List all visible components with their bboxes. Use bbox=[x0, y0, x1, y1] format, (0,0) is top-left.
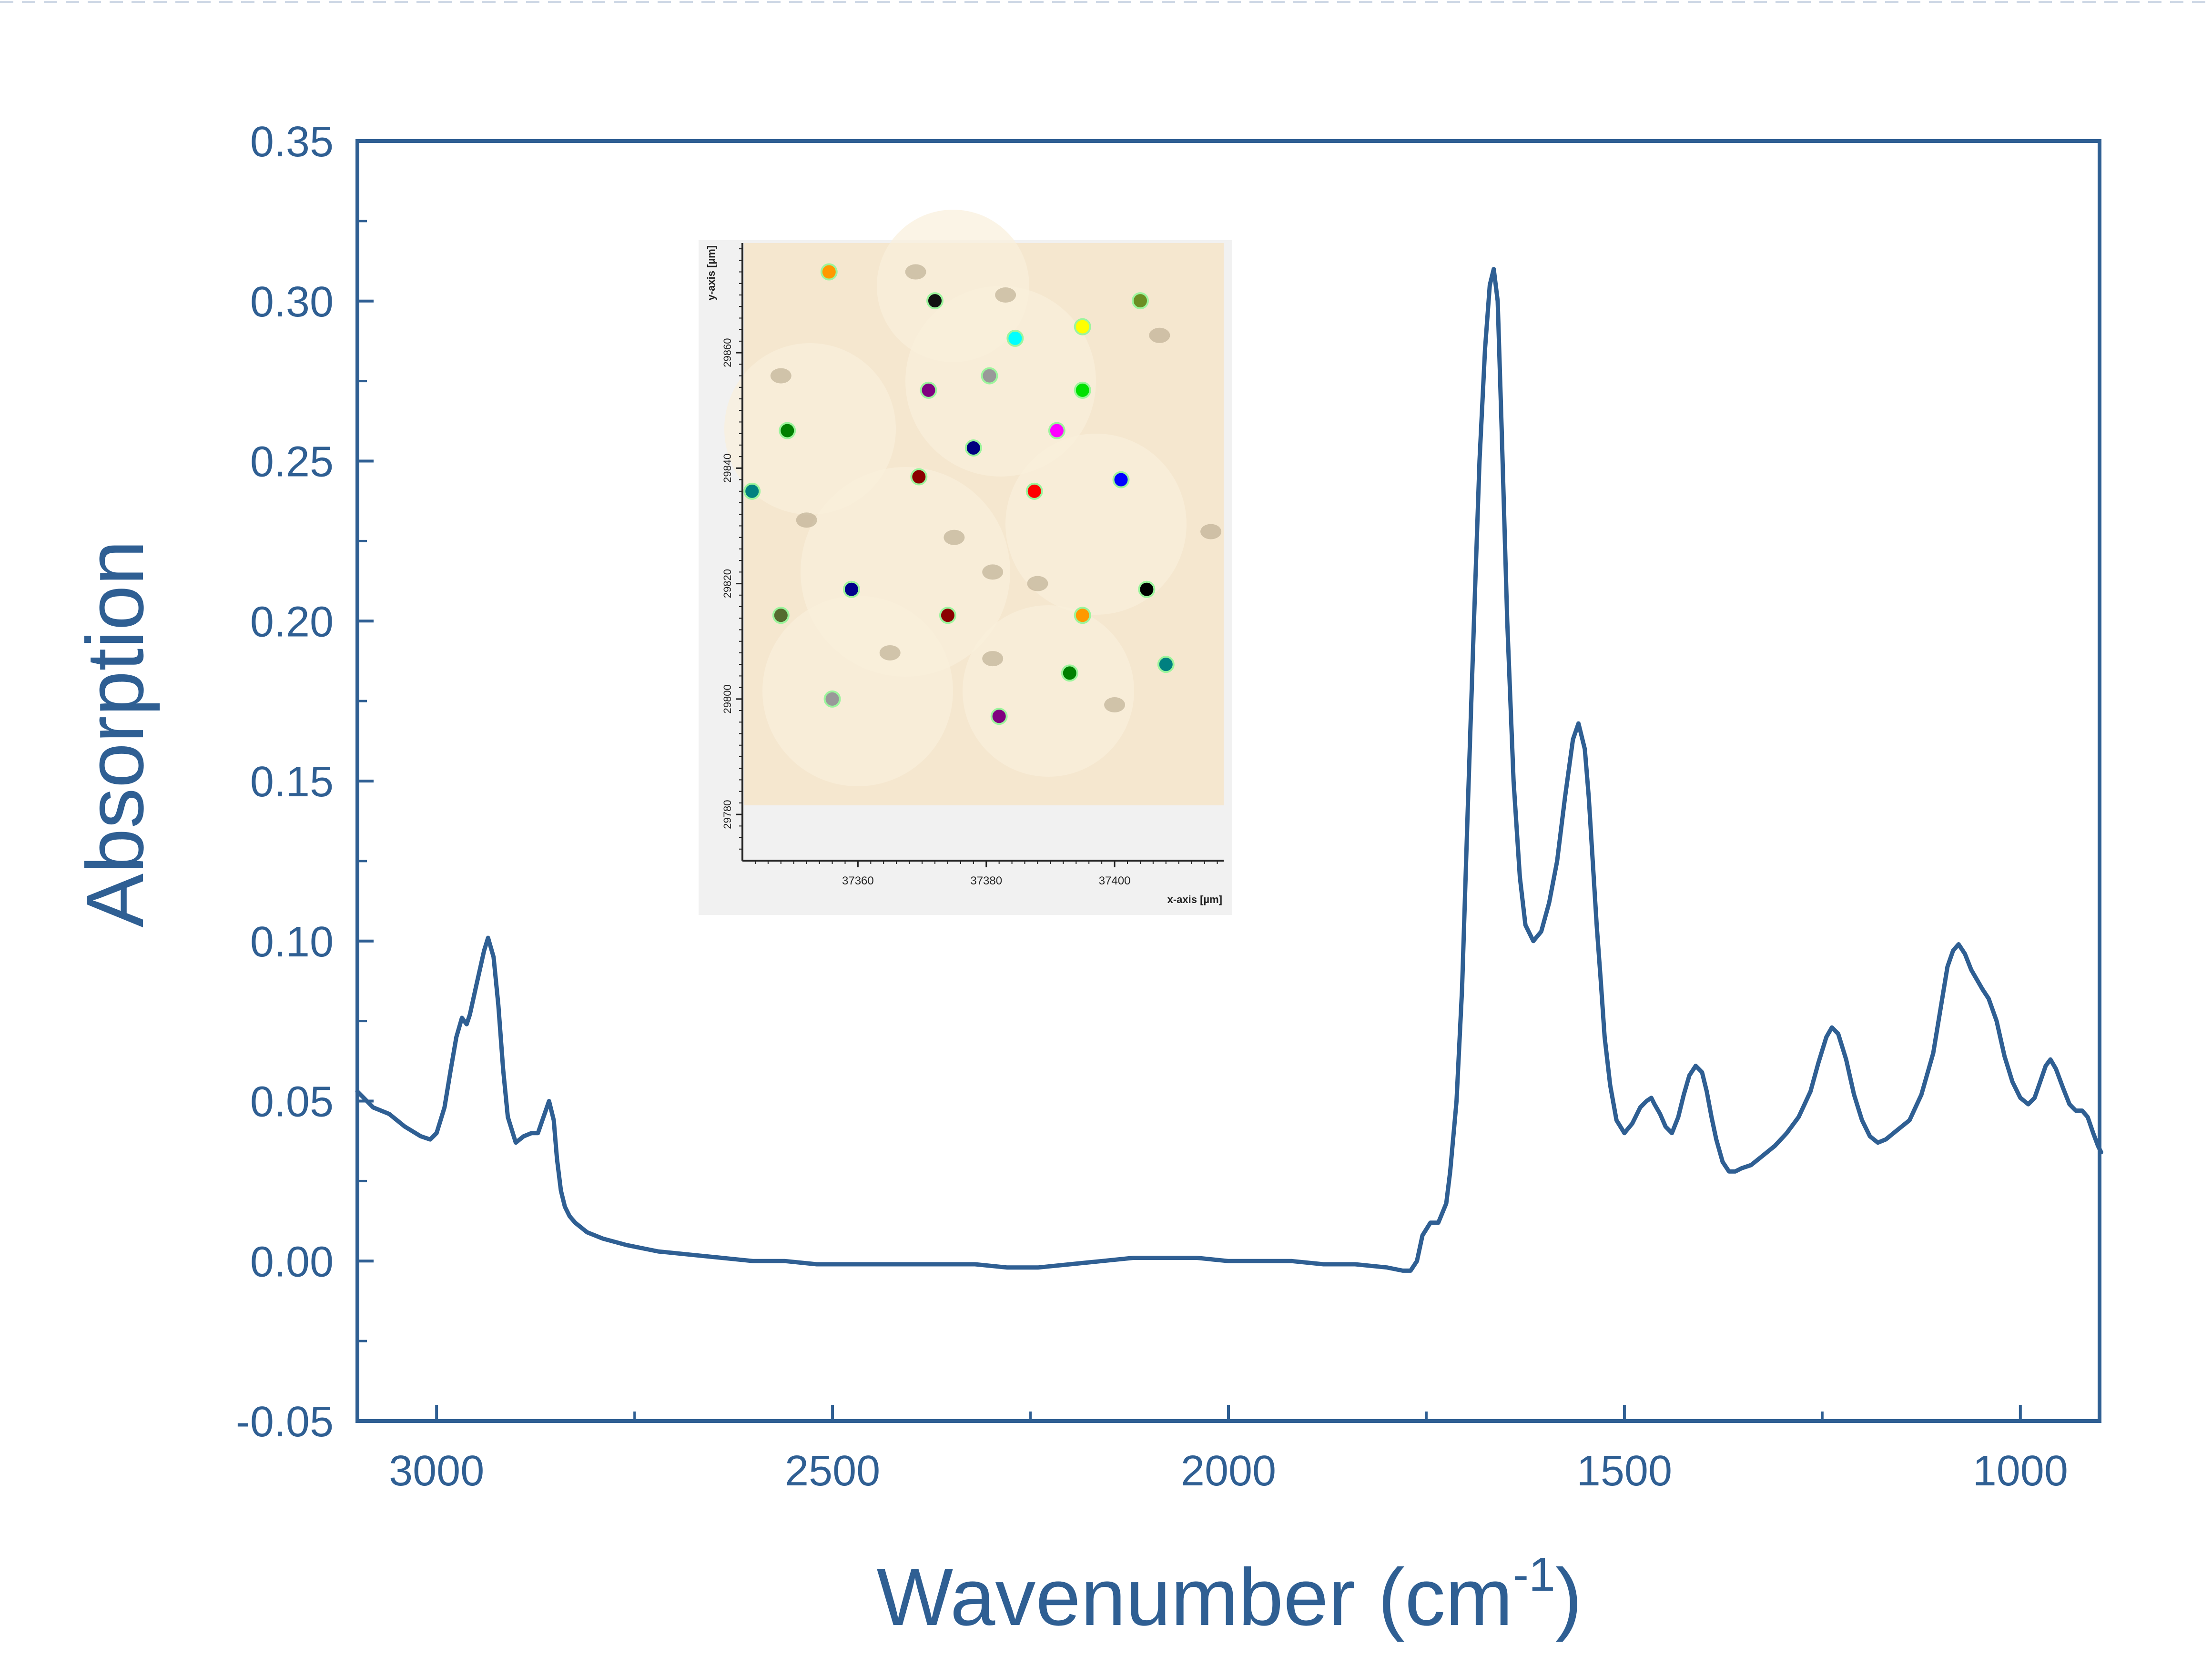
inset-measurement-spot bbox=[772, 607, 790, 624]
x-axis-title-tail: ) bbox=[1555, 1552, 1583, 1643]
x-tick-label: 1500 bbox=[1577, 1447, 1672, 1495]
inset-light-patch bbox=[877, 210, 1029, 362]
inset-measurement-spot bbox=[981, 367, 998, 385]
inset-dark-speck bbox=[982, 651, 1004, 667]
y-tick-label: 0.35 bbox=[250, 118, 334, 166]
inset-dark-speck bbox=[770, 368, 791, 384]
inset-measurement-spot bbox=[1131, 292, 1149, 310]
inset-y-tick-label: 29800 bbox=[721, 684, 733, 713]
y-tick-label: 0.15 bbox=[250, 758, 334, 806]
inset-measurement-spot bbox=[1138, 580, 1156, 598]
inset-measurement-spot bbox=[1074, 607, 1091, 624]
inset-measurement-spot bbox=[842, 580, 860, 598]
inset-measurement-spots bbox=[743, 263, 1175, 725]
inset-dark-speck bbox=[1027, 576, 1048, 591]
inset-measurement-spot bbox=[1074, 318, 1091, 335]
inset-y-axis-label: y-axis [µm] bbox=[705, 245, 717, 300]
inset-measurement-spot bbox=[1157, 656, 1175, 673]
inset-axis-ticks: 37360 37380 37400 29860 29840 29820 29800 29780 bbox=[721, 248, 1218, 887]
inset-x-tick-label: 37360 bbox=[842, 874, 874, 887]
inset-measurement-spot bbox=[820, 263, 838, 281]
x-tick-label: 1000 bbox=[1973, 1447, 2068, 1495]
inset-measurement-spot bbox=[779, 422, 796, 439]
inset-dark-speck bbox=[982, 564, 1004, 580]
inset-measurement-spot bbox=[1074, 381, 1091, 399]
inset-sample-texture bbox=[724, 210, 1222, 786]
inset-y-tick-label: 29780 bbox=[721, 800, 733, 829]
inset-measurement-spot bbox=[1112, 471, 1130, 488]
inset-dark-speck bbox=[1200, 524, 1222, 539]
inset-measurement-spot bbox=[1025, 482, 1043, 500]
x-axis-title-main: Wavenumber (cm bbox=[877, 1552, 1513, 1643]
y-tick-label: 0.30 bbox=[250, 278, 334, 326]
inset-y-tick-label: 29860 bbox=[721, 338, 733, 367]
inset-x-tick-label: 37380 bbox=[970, 874, 1002, 887]
x-axis-title-superscript: -1 bbox=[1513, 1548, 1555, 1601]
y-tick-label: 0.00 bbox=[250, 1238, 334, 1286]
inset-microscope-image: 37360 37380 37400 29860 29840 29820 29800 29780… bbox=[699, 210, 1232, 915]
inset-dark-speck bbox=[944, 529, 965, 545]
inset-measurement-spot bbox=[1048, 422, 1065, 439]
y-tick-label: -0.05 bbox=[236, 1398, 334, 1446]
x-axis-title: Wavenumber (cm-1) bbox=[877, 1548, 1583, 1643]
inset-light-patch bbox=[963, 605, 1134, 777]
inset-measurement-spot bbox=[926, 292, 944, 310]
absorption-spectrum-line bbox=[355, 267, 2103, 1273]
inset-dark-speck bbox=[1104, 697, 1126, 712]
inset-measurement-spot bbox=[920, 381, 937, 399]
inset-dark-speck bbox=[1149, 327, 1170, 343]
y-tick-label: 0.10 bbox=[250, 918, 334, 966]
x-tick-label: 2000 bbox=[1181, 1447, 1276, 1495]
inset-measurement-spot bbox=[939, 607, 956, 624]
y-tick-label: 0.25 bbox=[250, 438, 334, 486]
inset-measurement-spot bbox=[990, 708, 1008, 725]
inset-light-patch bbox=[762, 596, 953, 786]
x-tick-label: 2500 bbox=[785, 1447, 880, 1495]
inset-x-tick-label: 37400 bbox=[1099, 874, 1131, 887]
inset-dark-speck bbox=[796, 512, 817, 528]
inset-x-axis-label: x-axis [µm] bbox=[1167, 894, 1222, 905]
inset-measurement-spot bbox=[743, 482, 761, 500]
inset-measurement-spot bbox=[910, 468, 928, 486]
inset-light-patch bbox=[724, 343, 896, 515]
y-axis-title: Absorption bbox=[70, 540, 161, 928]
x-axis-ticks: 3000 2500 2000 1500 1000 bbox=[389, 1405, 2068, 1495]
y-tick-label: 0.20 bbox=[250, 598, 334, 646]
inset-light-patch bbox=[1005, 434, 1187, 615]
inset-dark-speck bbox=[995, 287, 1016, 303]
inset-y-tick-label: 29840 bbox=[721, 454, 733, 483]
inset-dark-speck bbox=[905, 264, 926, 280]
x-tick-label: 3000 bbox=[389, 1447, 484, 1495]
inset-measurement-spot bbox=[1006, 329, 1024, 347]
inset-y-tick-label: 29820 bbox=[721, 569, 733, 598]
y-tick-label: 0.05 bbox=[250, 1078, 334, 1126]
inset-measurement-spot bbox=[964, 439, 982, 457]
inset-measurement-spot bbox=[823, 690, 841, 708]
y-axis-ticks: 0.35 0.30 0.25 0.20 0.15 0.10 0.05 0.00 -0.05 bbox=[236, 118, 374, 1446]
inset-dark-speck bbox=[879, 645, 901, 660]
inset-measurement-spot bbox=[1061, 664, 1078, 682]
